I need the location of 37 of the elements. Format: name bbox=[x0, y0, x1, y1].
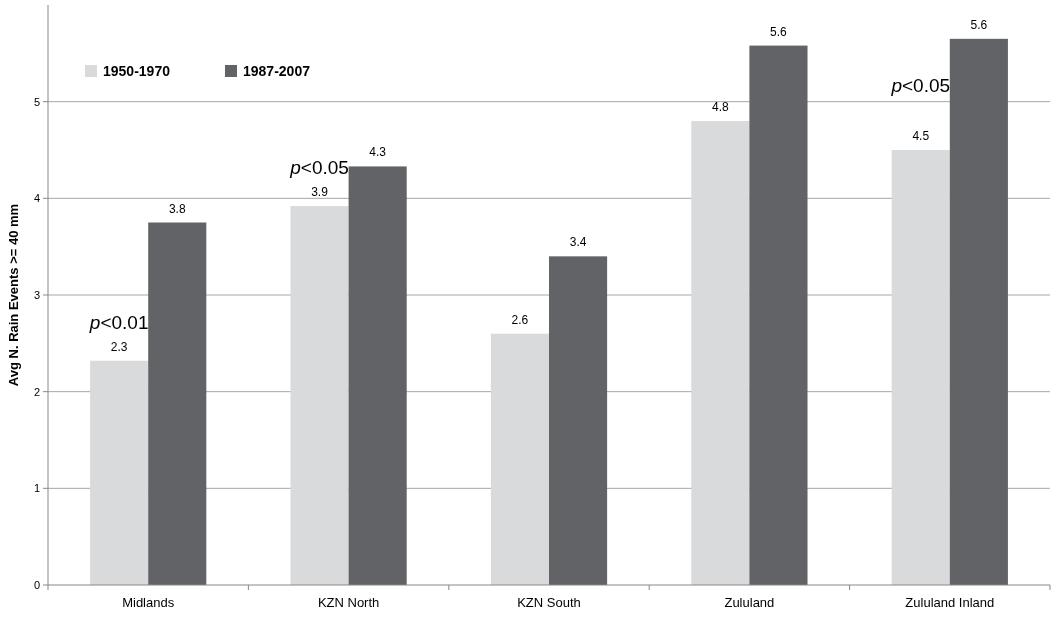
data-label: 4.5 bbox=[912, 129, 930, 143]
bar bbox=[148, 222, 207, 585]
bar bbox=[290, 206, 349, 585]
bar bbox=[891, 150, 950, 585]
y-tick-label: 2 bbox=[33, 385, 40, 398]
legend-label: 1987-2007 bbox=[243, 63, 311, 79]
x-tick-label: Zululand bbox=[724, 595, 775, 610]
data-label: 4.8 bbox=[712, 100, 730, 114]
data-label: 3.9 bbox=[311, 185, 329, 200]
data-label: 2.6 bbox=[511, 312, 529, 327]
data-label: 5.6 bbox=[970, 17, 988, 32]
y-tick-label: 0 bbox=[33, 578, 40, 591]
y-tick-label: 5 bbox=[33, 95, 40, 108]
x-tick-label: KZN North bbox=[317, 595, 380, 610]
x-tick-label: Midlands bbox=[122, 595, 175, 610]
bar bbox=[949, 38, 1008, 585]
data-label: 5.6 bbox=[770, 24, 788, 39]
data-label: 2.3 bbox=[110, 339, 128, 354]
x-tick-label: KZN South bbox=[517, 595, 581, 610]
bar bbox=[490, 333, 549, 585]
y-tick-label: 4 bbox=[33, 192, 40, 205]
annotation: p<0.01 bbox=[88, 311, 149, 333]
y-tick-label: 3 bbox=[33, 288, 40, 301]
annotation: p<0.05 bbox=[289, 157, 349, 179]
data-label: 4.3 bbox=[369, 145, 387, 160]
data-label: 3.4 bbox=[569, 235, 587, 250]
bar bbox=[749, 45, 808, 585]
bar bbox=[348, 166, 407, 585]
y-axis-title: Avg N. Rain Events >= 40 mm bbox=[6, 203, 21, 387]
bar bbox=[90, 360, 149, 585]
bar bbox=[691, 121, 750, 585]
y-tick-label: 1 bbox=[33, 482, 40, 495]
legend-label: 1950-1970 bbox=[103, 63, 171, 79]
x-tick-label: Zululand Inland bbox=[905, 595, 995, 610]
annotation: p<0.05 bbox=[890, 75, 951, 96]
data-label: 3.8 bbox=[168, 201, 186, 216]
bar bbox=[549, 256, 608, 585]
